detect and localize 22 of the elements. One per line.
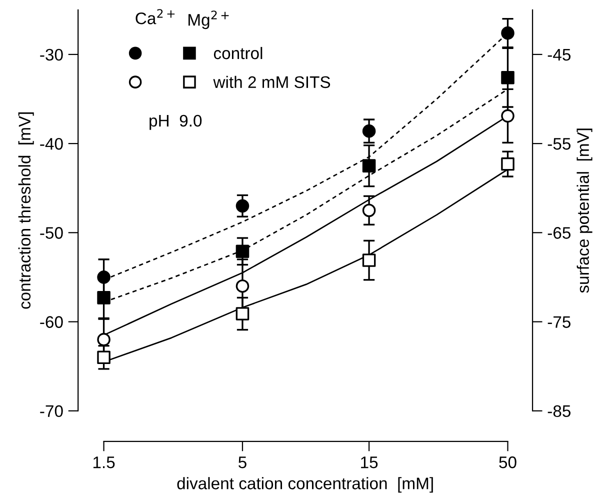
annotation: pH 9.0 <box>150 114 202 130</box>
y-tick-label: -40 <box>40 138 63 150</box>
x-tick-label: 5 <box>238 456 246 468</box>
x-axis-title: divalent cation concentration [mM] <box>177 477 433 493</box>
y2-tick-label: -45 <box>548 49 571 61</box>
x-tick-label: 15 <box>361 456 378 468</box>
annotation: Mg$^{2+}$ <box>188 10 229 30</box>
annotation: Ca$^{2+}$ <box>136 9 175 24</box>
legend-label: with 2 mM SITS <box>213 76 330 88</box>
legend-label: control <box>214 46 262 60</box>
y-tick-label: -50 <box>40 227 63 239</box>
y-tick-label: -30 <box>40 48 63 61</box>
y2-tick-label: -75 <box>548 316 571 328</box>
y-axis-title: contraction threshold [mV] <box>18 112 34 309</box>
x-tick-label: 1.5 <box>93 456 115 468</box>
y2-tick-label: -55 <box>548 138 571 150</box>
y2-tick-label: -85 <box>548 405 571 418</box>
y-tick-label: -70 <box>40 405 63 418</box>
y-tick-label: -60 <box>40 316 63 328</box>
y2-tick-label: -65 <box>548 227 571 239</box>
y2-axis-title: surface potential [mV] <box>576 128 592 293</box>
x-tick-label: 50 <box>499 456 516 468</box>
